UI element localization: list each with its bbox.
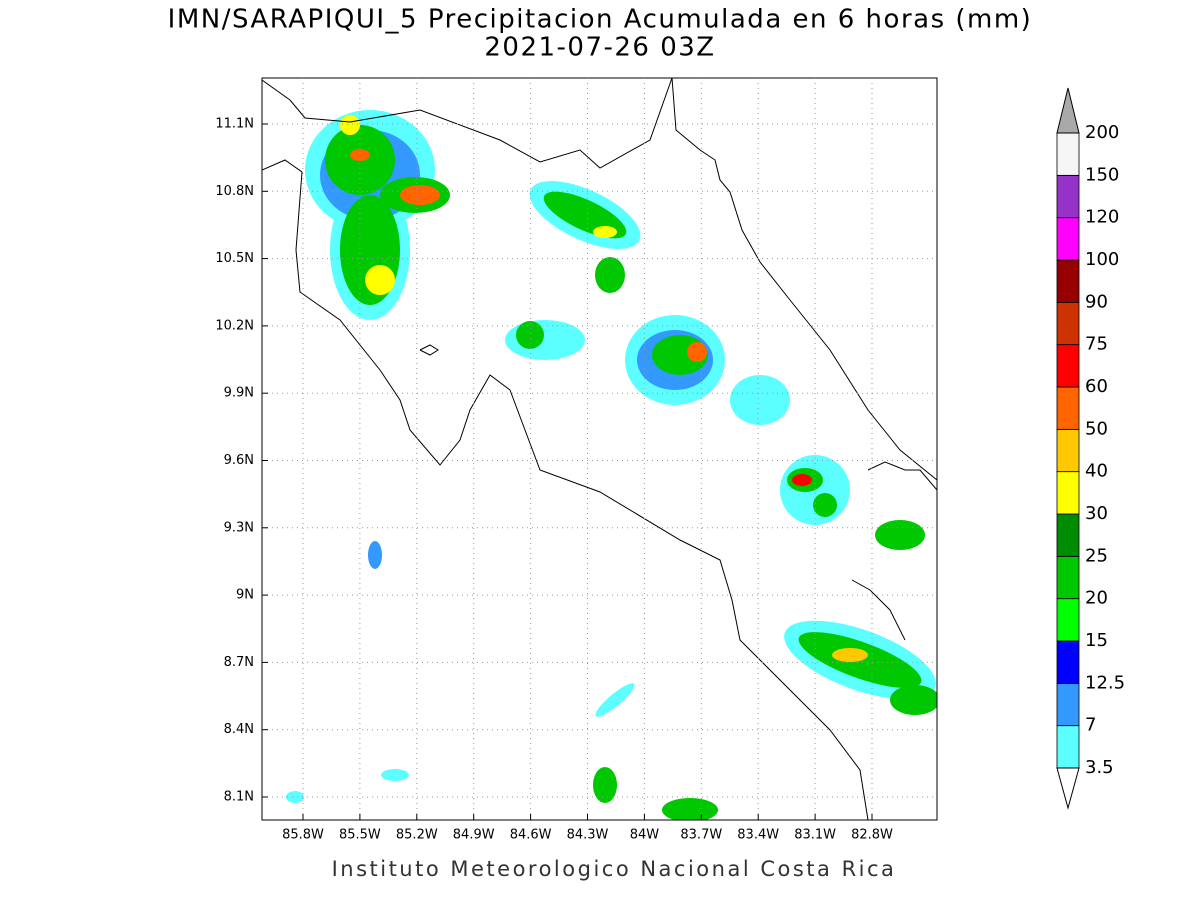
y-tick-label: 10.8N (215, 184, 254, 199)
y-tick-label: 9N (236, 588, 254, 603)
colorbar-swatch (1056, 471, 1080, 515)
y-tick-label: 10.2N (215, 318, 254, 333)
colorbar-label: 150 (1085, 164, 1119, 185)
subtitle: 2021-07-26 03Z (484, 33, 715, 63)
colorbar-swatch (1056, 725, 1080, 769)
y-tick-label: 10.5N (215, 251, 254, 266)
colorbar-swatch (1056, 217, 1080, 261)
title: IMN/SARAPIQUI_5 Precipitacion Acumulada … (168, 5, 1033, 35)
colorbar-label: 15 (1085, 630, 1108, 651)
colorbar-swatch (1056, 682, 1080, 727)
colorbar-swatch (1056, 555, 1080, 600)
colorbar-swatch (1056, 386, 1080, 430)
colorbar-label: 40 (1085, 461, 1108, 482)
coastlines (262, 78, 937, 820)
x-tick-label: 85.8W (282, 828, 324, 843)
y-tick-label: 8.4N (224, 722, 254, 737)
x-tick-label: 83.4W (737, 828, 779, 843)
map-frame (261, 77, 938, 821)
colorbar-label: 30 (1085, 503, 1108, 524)
colorbar-swatch (1056, 259, 1080, 303)
colorbar-label: 75 (1085, 334, 1108, 355)
colorbar-label: 60 (1085, 376, 1108, 397)
colorbar-label: 3.5 (1085, 757, 1114, 778)
colorbar-label: 120 (1085, 207, 1119, 228)
x-tick-label: 85.5W (339, 828, 381, 843)
colorbar-label: 7 (1085, 715, 1096, 736)
x-tick-label: 85.2W (396, 828, 438, 843)
colorbar-label: 50 (1085, 418, 1108, 439)
colorbar-swatch (1056, 513, 1080, 557)
x-tick-label: 83.7W (680, 828, 722, 843)
colorbar-label: 200 (1085, 122, 1119, 143)
colorbar-swatch (1056, 428, 1080, 473)
colorbar-swatch (1056, 640, 1080, 684)
colorbar-over-arrow (1056, 87, 1080, 134)
colorbar-label: 100 (1085, 249, 1119, 270)
colorbar-under-arrow (1056, 767, 1080, 810)
x-tick-label: 84.6W (510, 828, 552, 843)
y-tick-label: 11.1N (215, 117, 254, 132)
colorbar-swatch (1056, 132, 1080, 176)
colorbar-swatch (1056, 174, 1080, 219)
colorbar-swatch (1056, 598, 1080, 642)
y-tick-label: 8.7N (224, 655, 254, 670)
colorbar-swatch (1056, 301, 1080, 346)
y-tick-label: 9.9N (224, 386, 254, 401)
footer: Instituto Meteorologico Nacional Costa R… (332, 857, 897, 881)
colorbar-swatch (1056, 344, 1080, 388)
colorbar-label: 90 (1085, 291, 1108, 312)
precipitation-field (286, 110, 937, 820)
x-tick-label: 84.9W (453, 828, 495, 843)
x-tick-label: 84.3W (567, 828, 609, 843)
x-tick-label: 83.1W (794, 828, 836, 843)
x-tick-label: 82.8W (851, 828, 893, 843)
colorbar-label: 20 (1085, 588, 1108, 609)
colorbar-label: 25 (1085, 545, 1108, 566)
y-tick-label: 8.1N (224, 790, 254, 805)
colorbar-label: 12.5 (1085, 672, 1125, 693)
x-tick-label: 84W (630, 828, 660, 843)
y-tick-label: 9.6N (224, 453, 254, 468)
y-tick-label: 9.3N (224, 520, 254, 535)
